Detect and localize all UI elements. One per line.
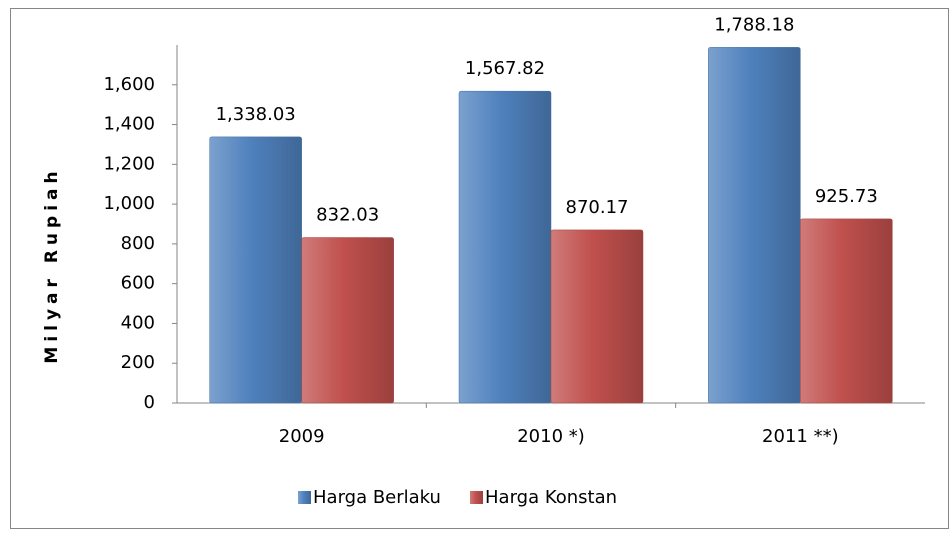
data-label: 832.03 — [316, 205, 379, 226]
legend-swatch — [470, 491, 483, 504]
x-tick-label: 2009 — [279, 426, 325, 447]
bar — [550, 229, 644, 404]
bar — [800, 218, 893, 404]
data-label: 1,788.18 — [714, 14, 794, 35]
y-tick-label: 200 — [121, 352, 155, 373]
legend-swatch — [298, 491, 311, 504]
y-tick-label: 0 — [144, 392, 155, 413]
bar — [301, 237, 394, 404]
y-tick-label: 1,000 — [103, 193, 155, 214]
bar — [209, 136, 302, 404]
y-tick-label: 400 — [121, 312, 155, 333]
legend-label: Harga Berlaku — [313, 487, 441, 508]
y-tick-label: 1,400 — [103, 114, 155, 135]
bar — [708, 47, 801, 404]
x-tick-label: 2010 *) — [517, 426, 585, 447]
y-tick-label: 800 — [121, 233, 155, 254]
bar — [458, 90, 552, 404]
data-label: 870.17 — [566, 197, 629, 218]
y-axis-title: Milyar Rupiah — [42, 166, 62, 363]
data-label: 925.73 — [815, 186, 878, 207]
legend-label: Harga Konstan — [485, 487, 617, 508]
data-label: 1,567.82 — [465, 58, 545, 79]
x-tick-label: 2011 **) — [762, 426, 839, 447]
y-tick-label: 1,600 — [103, 74, 155, 95]
data-label: 1,338.03 — [216, 104, 296, 125]
y-tick-label: 600 — [121, 273, 155, 294]
y-tick-label: 1,200 — [103, 153, 155, 174]
